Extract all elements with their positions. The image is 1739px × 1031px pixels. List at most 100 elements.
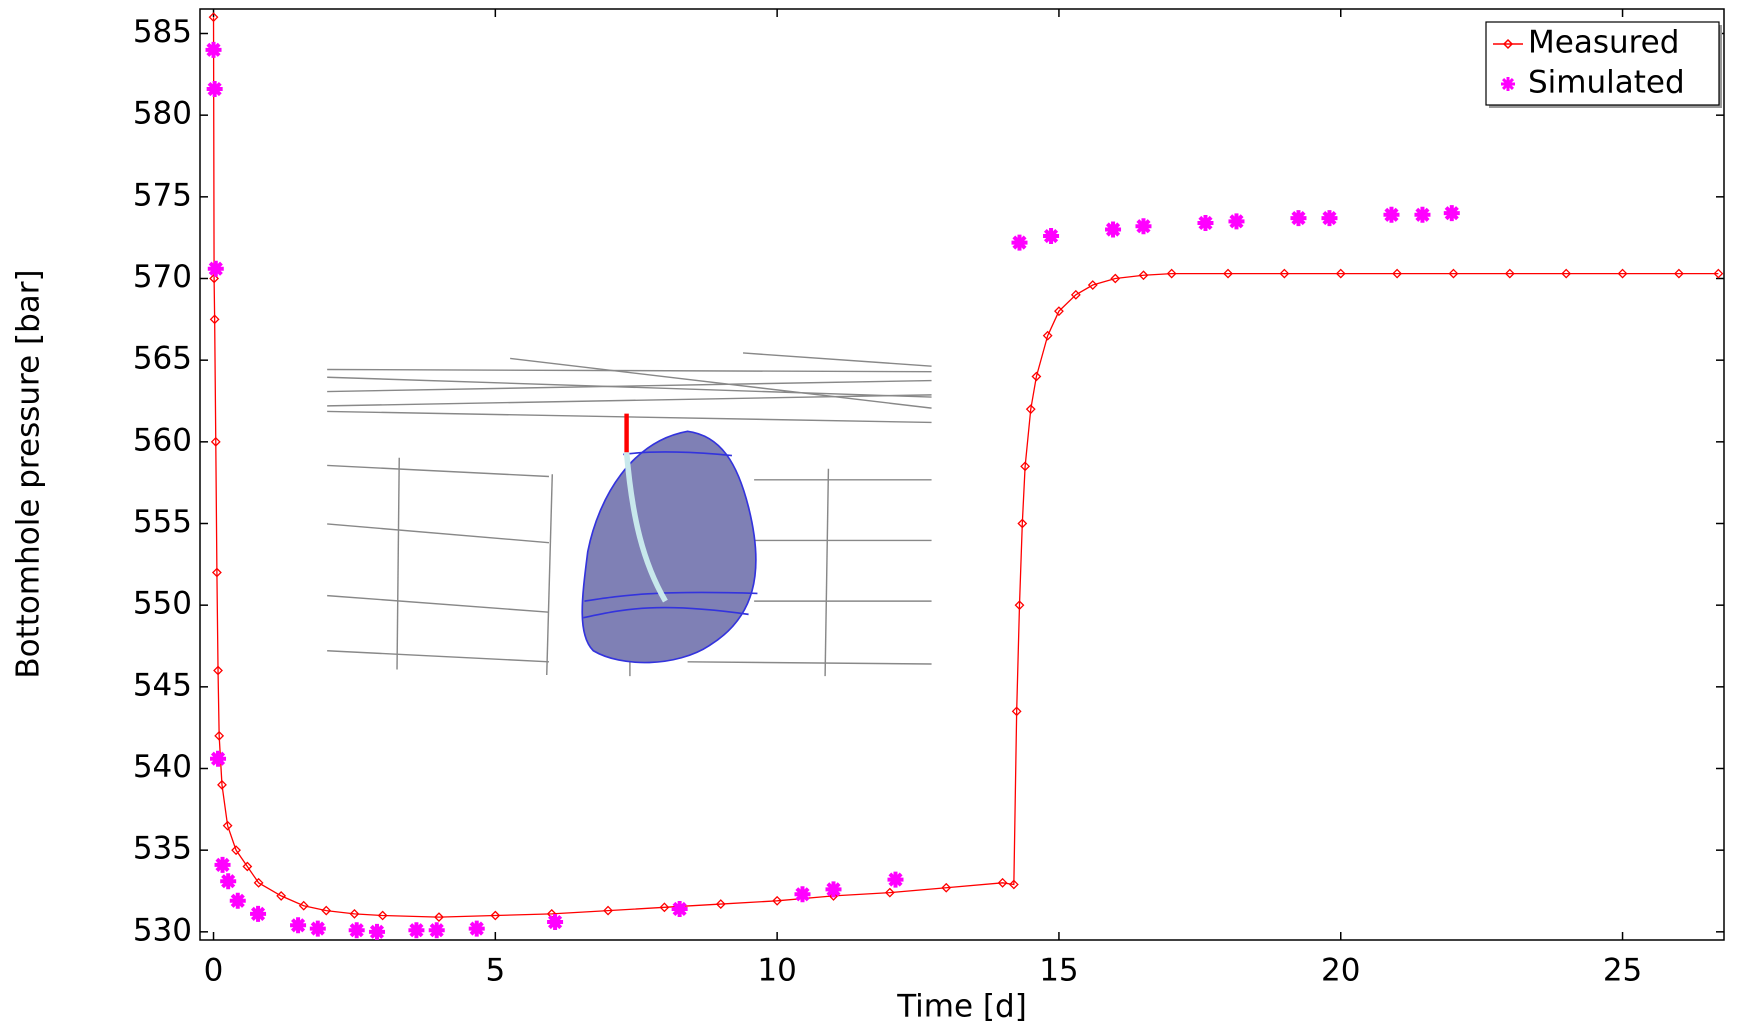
measured-point	[276, 890, 287, 901]
x-tick-label: 25	[1603, 953, 1642, 989]
y-tick-label: 545	[133, 667, 192, 703]
measured-point	[603, 905, 613, 916]
measured-point	[884, 887, 895, 898]
simulated-point	[1321, 210, 1338, 227]
simulated-point	[408, 922, 425, 939]
measured-point	[210, 436, 221, 447]
inset-grid	[327, 352, 932, 677]
measured-point	[1713, 268, 1724, 279]
simulated-point	[214, 856, 231, 873]
measured-point	[1020, 461, 1031, 472]
x-tick-label: 5	[485, 953, 505, 989]
simulated-point	[309, 920, 326, 937]
measured-point	[941, 882, 952, 893]
measured-point	[298, 900, 309, 911]
measured-point	[772, 895, 783, 906]
measured-point	[1673, 268, 1684, 279]
y-tick-label: 550	[133, 586, 192, 622]
measured-point	[1392, 268, 1403, 279]
measured-point	[1617, 268, 1628, 279]
y-tick-label: 570	[133, 259, 192, 295]
simulated-point	[206, 81, 223, 98]
measured-point	[1223, 268, 1233, 279]
measured-point	[209, 314, 220, 325]
measured-point	[1042, 330, 1053, 341]
x-axis-title: Time [d]	[896, 989, 1027, 1025]
simulated-point	[250, 905, 267, 922]
simulated-point	[220, 873, 237, 890]
measured-point	[1070, 289, 1081, 300]
plot-frame	[199, 8, 1725, 941]
simulated-point	[1228, 213, 1245, 230]
measured-line	[212, 17, 1719, 918]
plot-area	[205, 12, 1724, 940]
measured-point	[715, 899, 726, 909]
simulated-point	[1011, 234, 1028, 251]
simulated-point	[348, 922, 365, 939]
y-tick-label: 530	[133, 912, 192, 948]
y-tick-label: 565	[133, 341, 192, 377]
simulated-point	[1197, 214, 1214, 231]
x-tick-label: 15	[1039, 953, 1078, 989]
measured-point	[253, 877, 264, 888]
measured-point	[1335, 268, 1346, 279]
layer-boundary	[583, 451, 758, 619]
measured-point	[242, 861, 253, 872]
legend-label: Simulated	[1528, 65, 1685, 101]
measured-point	[1279, 268, 1290, 279]
measured-point	[1014, 600, 1025, 611]
measured-point	[1166, 268, 1177, 279]
measured-point	[349, 908, 360, 919]
measured-point	[222, 820, 233, 831]
inset-diagram	[327, 352, 932, 677]
measured-point	[209, 273, 220, 284]
simulated-point	[887, 871, 904, 888]
legend-label: Measured	[1528, 25, 1679, 61]
measured-point	[208, 12, 219, 23]
measured-point	[490, 910, 501, 921]
simulated-point	[210, 750, 227, 767]
measured-point	[1448, 268, 1459, 279]
simulated-point	[1290, 210, 1307, 227]
measured-point	[659, 902, 670, 913]
legend-marker	[1502, 38, 1514, 50]
simulated-point	[229, 892, 246, 909]
simulated-point	[547, 914, 564, 931]
measured-point	[1054, 306, 1064, 317]
measured-point	[214, 730, 225, 741]
measured-point	[213, 665, 223, 676]
measured-point	[1008, 879, 1019, 890]
measured-point	[1087, 280, 1098, 290]
legend-box	[1485, 21, 1720, 106]
x-tick-label: 0	[204, 953, 224, 989]
simulated-point	[671, 900, 688, 917]
simulated-point	[468, 920, 485, 937]
simulated-point	[205, 41, 222, 58]
y-tick-label: 585	[133, 14, 192, 50]
measured-point	[434, 912, 444, 923]
measured-point	[1025, 404, 1036, 415]
measured-point	[1011, 706, 1022, 717]
measured-point	[997, 877, 1008, 888]
y-tick-label: 540	[133, 749, 192, 785]
simulated-point	[1414, 206, 1431, 223]
measured-point	[1110, 273, 1121, 284]
measured-point	[211, 567, 222, 578]
simulated-point	[368, 923, 385, 940]
y-tick-label: 575	[133, 177, 192, 213]
y-tick-label: 535	[133, 831, 192, 867]
y-tick-label: 555	[133, 504, 192, 540]
measured-point	[1017, 518, 1028, 529]
x-tick-label: 20	[1321, 953, 1360, 989]
simulated-point	[1383, 206, 1400, 223]
measured-point	[1561, 268, 1572, 279]
simulated-point	[1105, 221, 1122, 238]
simulated-point	[1135, 218, 1152, 235]
x-tick-label: 10	[757, 953, 796, 989]
well-path	[623, 452, 668, 603]
simulated-point	[1043, 228, 1060, 245]
measured-point	[377, 910, 388, 921]
y-tick-label: 580	[133, 96, 192, 132]
simulated-point	[290, 917, 307, 934]
